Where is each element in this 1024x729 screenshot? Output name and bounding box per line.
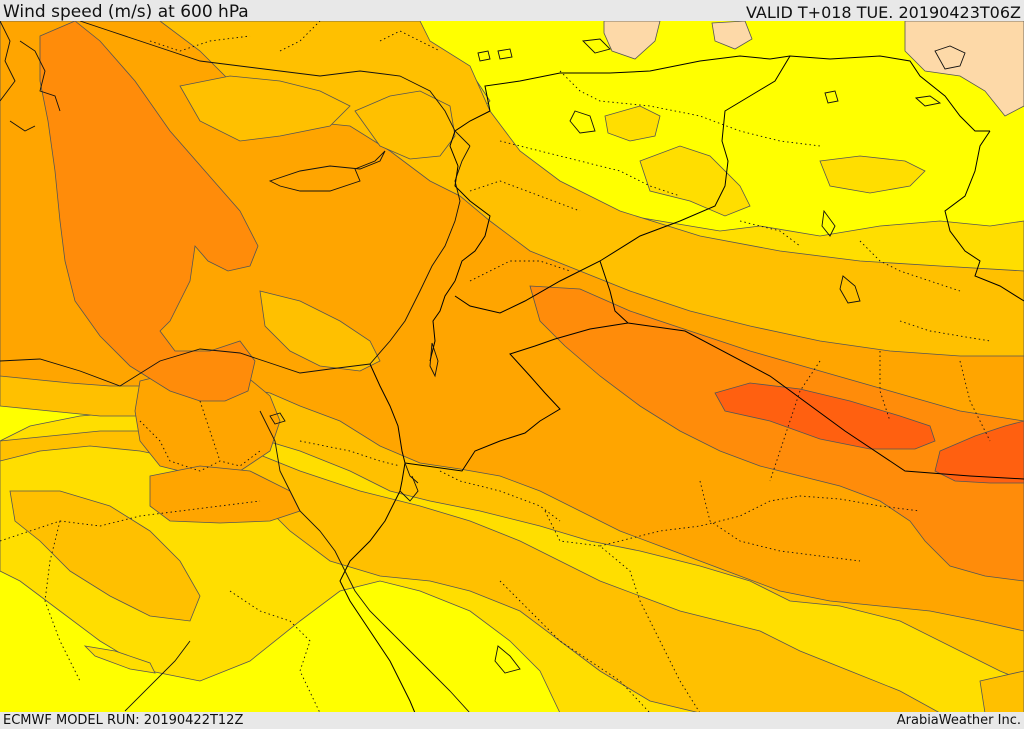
weak-wind-patch — [711, 21, 753, 50]
model-run-label: ECMWF MODEL RUN: 20190422T12Z — [3, 713, 244, 728]
map-title: Wind speed (m/s) at 600 hPa — [3, 2, 249, 22]
weak-wind-patch — [904, 21, 1024, 117]
coastlines — [0, 21, 966, 713]
low-band — [819, 155, 926, 194]
footer-bar: ECMWF MODEL RUN: 20190422T12Z ArabiaWeat… — [0, 712, 1024, 729]
low-band — [604, 105, 661, 142]
elevated-band — [149, 465, 301, 524]
moderate-band — [9, 490, 201, 622]
admin-borders — [0, 21, 991, 713]
credit-label: ArabiaWeather Inc. — [896, 713, 1021, 728]
moderate-band — [259, 290, 381, 372]
high-band — [529, 285, 1024, 582]
moderate-band — [979, 670, 1024, 713]
highest-band — [934, 420, 1024, 484]
low-band — [83, 645, 156, 674]
valid-time: VALID T+018 TUE. 20190423T06Z — [745, 3, 1021, 22]
moderate-band — [179, 75, 351, 142]
weather-map[interactable] — [0, 21, 1024, 713]
weak-wind-patch — [603, 21, 661, 60]
country-borders — [339, 55, 1024, 713]
wind-speed-map-svg — [0, 21, 1024, 713]
moderate-band — [354, 90, 456, 160]
low-band — [639, 145, 751, 217]
header-bar: Wind speed (m/s) at 600 hPa VALID T+018 … — [0, 0, 1024, 22]
